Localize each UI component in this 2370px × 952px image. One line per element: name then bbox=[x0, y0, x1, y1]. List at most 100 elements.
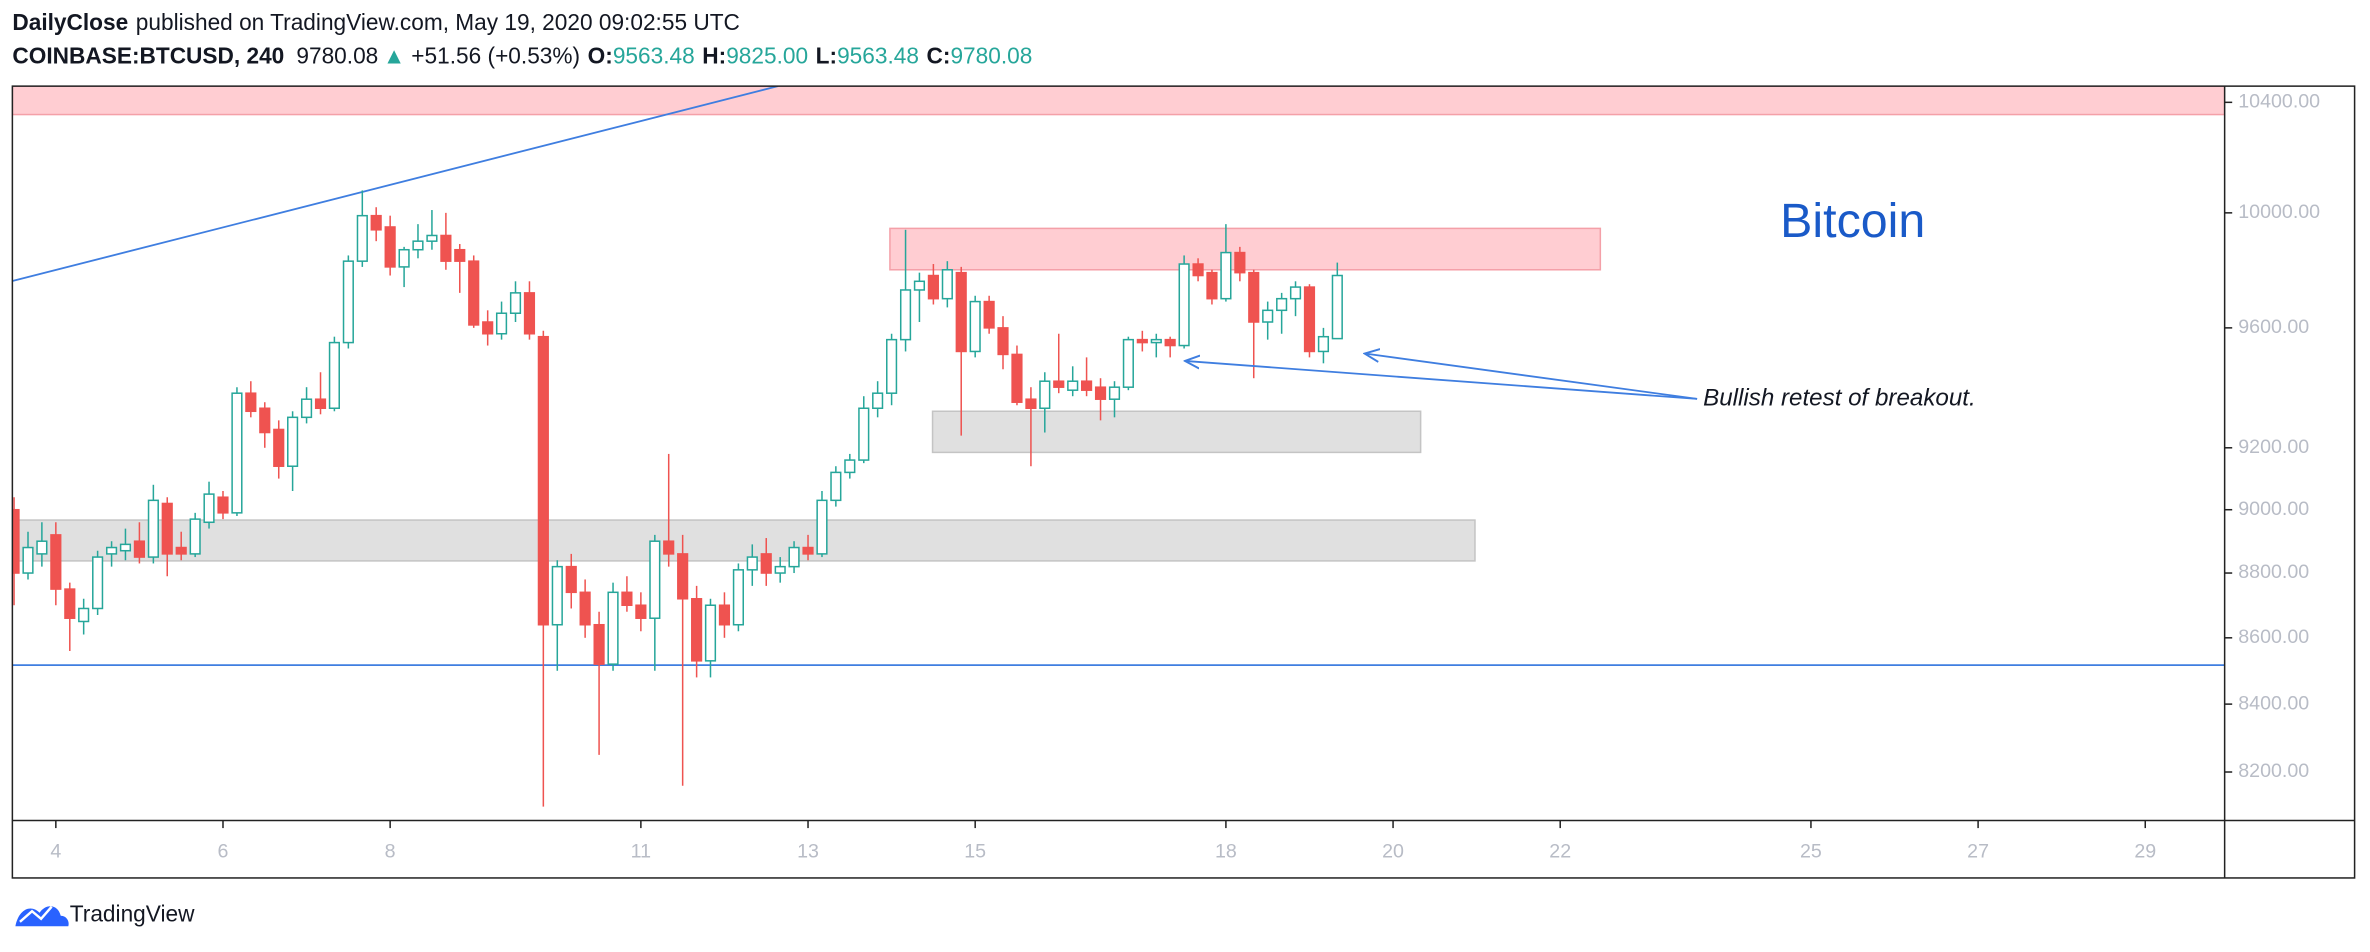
candle-body bbox=[844, 459, 856, 474]
symbol: COINBASE:BTCUSD, 240 bbox=[12, 42, 284, 68]
candle-body bbox=[537, 335, 549, 626]
candle-body bbox=[384, 226, 396, 268]
candle-body bbox=[175, 546, 187, 555]
candle-body bbox=[1248, 271, 1260, 323]
candle-body bbox=[1039, 380, 1051, 410]
candle-body bbox=[1136, 338, 1148, 344]
candle-body bbox=[983, 300, 995, 329]
candle-body bbox=[593, 623, 605, 665]
candle-body bbox=[1053, 380, 1065, 388]
candle-body bbox=[468, 260, 480, 326]
candle-body bbox=[746, 556, 758, 571]
x-tick-label: 20 bbox=[1382, 840, 1404, 862]
x-tick-label: 13 bbox=[797, 840, 819, 862]
candle-body bbox=[802, 546, 814, 555]
candle-body bbox=[259, 407, 271, 434]
published: published on TradingView.com, May 19, 20… bbox=[136, 9, 740, 35]
candle-body bbox=[161, 502, 173, 555]
candle-body bbox=[189, 518, 201, 555]
candle-body bbox=[774, 565, 786, 574]
candle-body bbox=[342, 260, 354, 344]
candle-body bbox=[1276, 297, 1288, 312]
candle-body bbox=[1206, 271, 1218, 300]
x-tick-label: 6 bbox=[218, 840, 229, 862]
candle-body bbox=[454, 248, 466, 262]
ohlc-value: 9825.00 bbox=[726, 42, 808, 68]
candle-body bbox=[50, 534, 62, 590]
candle-body bbox=[1178, 263, 1190, 347]
candle-body bbox=[872, 392, 884, 410]
candle-body bbox=[217, 496, 229, 514]
candle-body bbox=[133, 540, 146, 558]
candle-body bbox=[635, 604, 647, 619]
candle-body bbox=[886, 338, 898, 394]
x-tick-label: 25 bbox=[1800, 840, 1822, 862]
chart-title: Bitcoin bbox=[1780, 194, 1925, 248]
y-tick-label: 9600.00 bbox=[2238, 316, 2309, 338]
candle-body bbox=[314, 398, 327, 410]
candle-body bbox=[1067, 380, 1079, 391]
candle-body bbox=[941, 269, 953, 300]
x-tick-label: 15 bbox=[964, 840, 986, 862]
candle-body bbox=[649, 540, 661, 619]
axes: 8200.00 8400.00 8600.00 8800.00 9000.00 9200.… bbox=[50, 91, 2320, 863]
y-tick-label: 9000.00 bbox=[2238, 498, 2309, 520]
annotations: Bitcoin Bullish retest of breakout. bbox=[1185, 194, 1976, 411]
candle-body bbox=[1317, 335, 1330, 353]
candle-body bbox=[788, 546, 800, 568]
ohlc-key: L: bbox=[816, 42, 837, 68]
trend-line bbox=[12, 86, 779, 282]
candle-body bbox=[969, 300, 981, 353]
logo-line bbox=[19, 905, 53, 923]
frame bbox=[11, 85, 2356, 879]
annotation-text: Bullish retest of breakout. bbox=[1703, 384, 1976, 411]
candle-body bbox=[64, 588, 76, 619]
x-tick-label: 4 bbox=[50, 840, 61, 862]
candle-body bbox=[621, 591, 633, 606]
zone bbox=[12, 86, 2225, 116]
ohlc-key: C: bbox=[927, 42, 951, 68]
candle-body bbox=[1303, 286, 1316, 353]
candle-body bbox=[22, 546, 34, 574]
candle-body bbox=[1262, 309, 1274, 323]
change: +51.56 (+0.53%) bbox=[411, 42, 580, 68]
candle-body bbox=[830, 471, 842, 502]
candle-body bbox=[495, 312, 508, 335]
ohlc-key: O: bbox=[588, 42, 613, 68]
candle-body bbox=[927, 274, 939, 300]
candle-body bbox=[816, 499, 828, 555]
candle-body bbox=[482, 321, 494, 335]
candle-body bbox=[509, 292, 522, 314]
candle-body bbox=[899, 289, 912, 341]
candle-body bbox=[356, 214, 368, 262]
candle-body bbox=[1025, 398, 1037, 410]
candle-body bbox=[1108, 386, 1121, 400]
candle-body bbox=[760, 553, 772, 574]
candle-body bbox=[1122, 338, 1134, 388]
header-line: COINBASE:BTCUSD, 240 9780.08 ▲ +51.56 (+0.5… bbox=[12, 42, 1032, 68]
candle-body bbox=[36, 540, 48, 555]
change-arrow: ▲ bbox=[383, 42, 405, 68]
candle-body bbox=[1289, 286, 1302, 300]
author: DailyClose bbox=[12, 9, 128, 35]
y-tick-label: 8200.00 bbox=[2238, 760, 2309, 782]
candle-body bbox=[858, 407, 870, 461]
ohlc-value: 9780.08 bbox=[950, 42, 1032, 68]
last-price: 9780.08 bbox=[296, 42, 378, 68]
candle-body bbox=[1164, 338, 1176, 347]
y-tick-label: 10000.00 bbox=[2238, 201, 2320, 223]
candle-body bbox=[245, 392, 257, 413]
candle-body bbox=[1011, 353, 1023, 403]
candle-body bbox=[913, 280, 926, 291]
candle-body bbox=[440, 234, 452, 262]
candle-body bbox=[370, 214, 382, 231]
x-tick-label: 22 bbox=[1549, 840, 1571, 862]
y-tick-label: 8800.00 bbox=[2238, 561, 2309, 583]
candle-body bbox=[1234, 251, 1246, 274]
zone bbox=[931, 410, 1422, 454]
candle-body bbox=[231, 392, 243, 514]
candle-body bbox=[273, 428, 285, 467]
ohlc-value: 9563.48 bbox=[613, 42, 695, 68]
annotation-arrow bbox=[1365, 354, 1698, 400]
